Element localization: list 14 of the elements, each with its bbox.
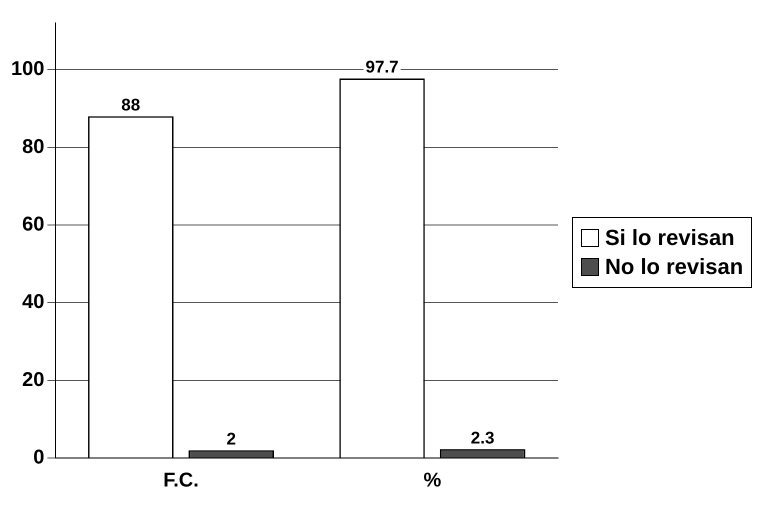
data-label: 97.7 xyxy=(366,58,399,77)
x-tick-label: F.C. xyxy=(163,470,199,492)
data-label: 2 xyxy=(226,429,236,448)
y-tick-label: 80 xyxy=(22,136,44,158)
x-tick-label: % xyxy=(423,470,442,492)
text: Si lo revisan xyxy=(605,224,735,250)
legend-label: No lo revisan xyxy=(605,254,744,280)
data-label: 88 xyxy=(121,95,140,114)
y-tick-label: 0 xyxy=(33,446,44,469)
data-label: 2.3 xyxy=(470,428,494,448)
y-tick-label: 60 xyxy=(22,213,44,236)
y-tick-label: 100 xyxy=(10,58,44,80)
y-tick-label: 20 xyxy=(22,368,44,391)
y-tick-label: 40 xyxy=(22,291,44,314)
